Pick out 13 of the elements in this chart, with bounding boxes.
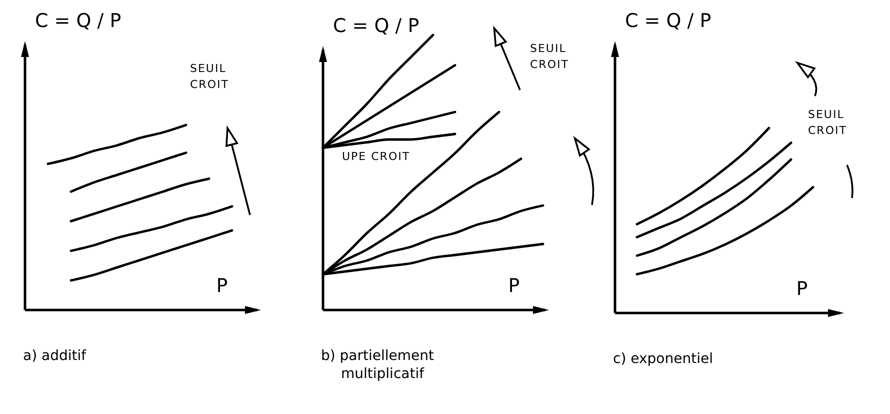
text: c) exponentiel: [613, 351, 713, 367]
text: a) additif: [23, 348, 88, 364]
annotation: UPE CROIT: [342, 150, 410, 163]
y-axis-title: C = Q / P: [333, 15, 420, 37]
y-axis-title: C = Q / P: [625, 10, 712, 32]
x-axis-title: P: [216, 275, 228, 297]
x-axis-title: P: [796, 278, 808, 300]
text: SEUIL CROIT: [190, 62, 229, 91]
text: b) partiellement multiplicatif: [321, 348, 435, 382]
annotation: SEUIL CROIT: [530, 42, 569, 71]
x-axis-title: P: [508, 275, 520, 297]
y-axis-title: C = Q / P: [35, 10, 122, 32]
annotation: SEUIL CROIT: [808, 108, 847, 137]
